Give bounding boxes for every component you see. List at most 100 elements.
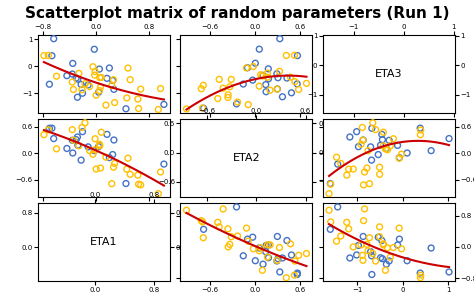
- Point: [63, 73, 71, 78]
- Point: [361, 207, 368, 211]
- Point: [96, 144, 103, 148]
- Point: [368, 272, 375, 277]
- Point: [53, 146, 60, 151]
- Point: [274, 256, 282, 261]
- Point: [293, 271, 301, 275]
- Point: [245, 102, 252, 107]
- Point: [273, 87, 281, 91]
- Point: [182, 208, 190, 213]
- Point: [200, 227, 208, 232]
- Point: [382, 146, 389, 151]
- Point: [124, 66, 132, 70]
- Point: [288, 253, 295, 257]
- Point: [91, 137, 99, 141]
- Point: [368, 253, 375, 258]
- Point: [379, 256, 386, 261]
- Point: [295, 87, 302, 92]
- Point: [276, 69, 283, 74]
- Point: [293, 81, 301, 86]
- Point: [96, 88, 103, 93]
- Point: [111, 161, 118, 166]
- Point: [262, 89, 270, 94]
- Point: [137, 87, 145, 91]
- Point: [333, 155, 340, 159]
- Point: [383, 146, 390, 151]
- Point: [160, 102, 168, 107]
- Point: [445, 136, 453, 141]
- Point: [106, 155, 113, 160]
- Point: [73, 135, 81, 139]
- Point: [359, 234, 367, 239]
- Point: [50, 36, 57, 41]
- Point: [367, 249, 374, 254]
- Point: [259, 73, 267, 78]
- Point: [361, 170, 368, 174]
- Point: [244, 65, 251, 70]
- Point: [355, 144, 362, 149]
- Point: [108, 181, 116, 186]
- Point: [239, 82, 247, 86]
- Point: [219, 207, 227, 211]
- Point: [259, 74, 266, 78]
- Point: [355, 243, 362, 248]
- Point: [379, 137, 386, 142]
- Point: [390, 137, 397, 141]
- Point: [377, 143, 384, 148]
- Point: [395, 156, 403, 161]
- Point: [48, 126, 55, 130]
- Point: [303, 81, 310, 86]
- Point: [228, 234, 235, 239]
- Point: [214, 96, 221, 101]
- Point: [63, 146, 71, 151]
- Point: [273, 87, 281, 91]
- Point: [368, 158, 375, 162]
- Point: [358, 253, 366, 258]
- Point: [266, 88, 274, 93]
- Point: [333, 239, 340, 243]
- Point: [255, 47, 263, 52]
- Point: [45, 127, 52, 132]
- Point: [122, 106, 130, 111]
- Point: [249, 78, 256, 83]
- Point: [95, 90, 102, 95]
- Point: [252, 258, 259, 263]
- Text: ETA3: ETA3: [375, 69, 403, 79]
- Point: [337, 161, 345, 166]
- Point: [293, 272, 301, 277]
- Point: [200, 106, 208, 110]
- Point: [353, 253, 360, 257]
- Point: [417, 127, 425, 132]
- Point: [346, 135, 354, 139]
- Point: [75, 144, 82, 148]
- Point: [372, 259, 379, 263]
- Point: [228, 77, 235, 82]
- Point: [249, 235, 256, 239]
- Point: [98, 130, 105, 134]
- Point: [264, 71, 271, 75]
- Point: [224, 95, 232, 100]
- Point: [48, 53, 55, 58]
- Point: [77, 158, 85, 162]
- Point: [395, 226, 403, 231]
- Point: [262, 243, 270, 248]
- Point: [155, 191, 162, 196]
- Point: [226, 84, 234, 89]
- Point: [73, 95, 81, 100]
- Point: [198, 86, 205, 91]
- Point: [219, 86, 227, 91]
- Point: [283, 53, 290, 58]
- Point: [359, 138, 367, 142]
- Point: [135, 182, 142, 186]
- Point: [390, 245, 397, 250]
- Point: [84, 83, 92, 87]
- Point: [293, 53, 301, 58]
- Point: [383, 147, 391, 152]
- Point: [224, 245, 232, 249]
- Point: [92, 93, 100, 98]
- Point: [123, 167, 131, 171]
- Point: [359, 258, 367, 263]
- Point: [363, 242, 371, 247]
- Point: [77, 82, 85, 87]
- Point: [108, 83, 116, 88]
- Point: [262, 82, 270, 87]
